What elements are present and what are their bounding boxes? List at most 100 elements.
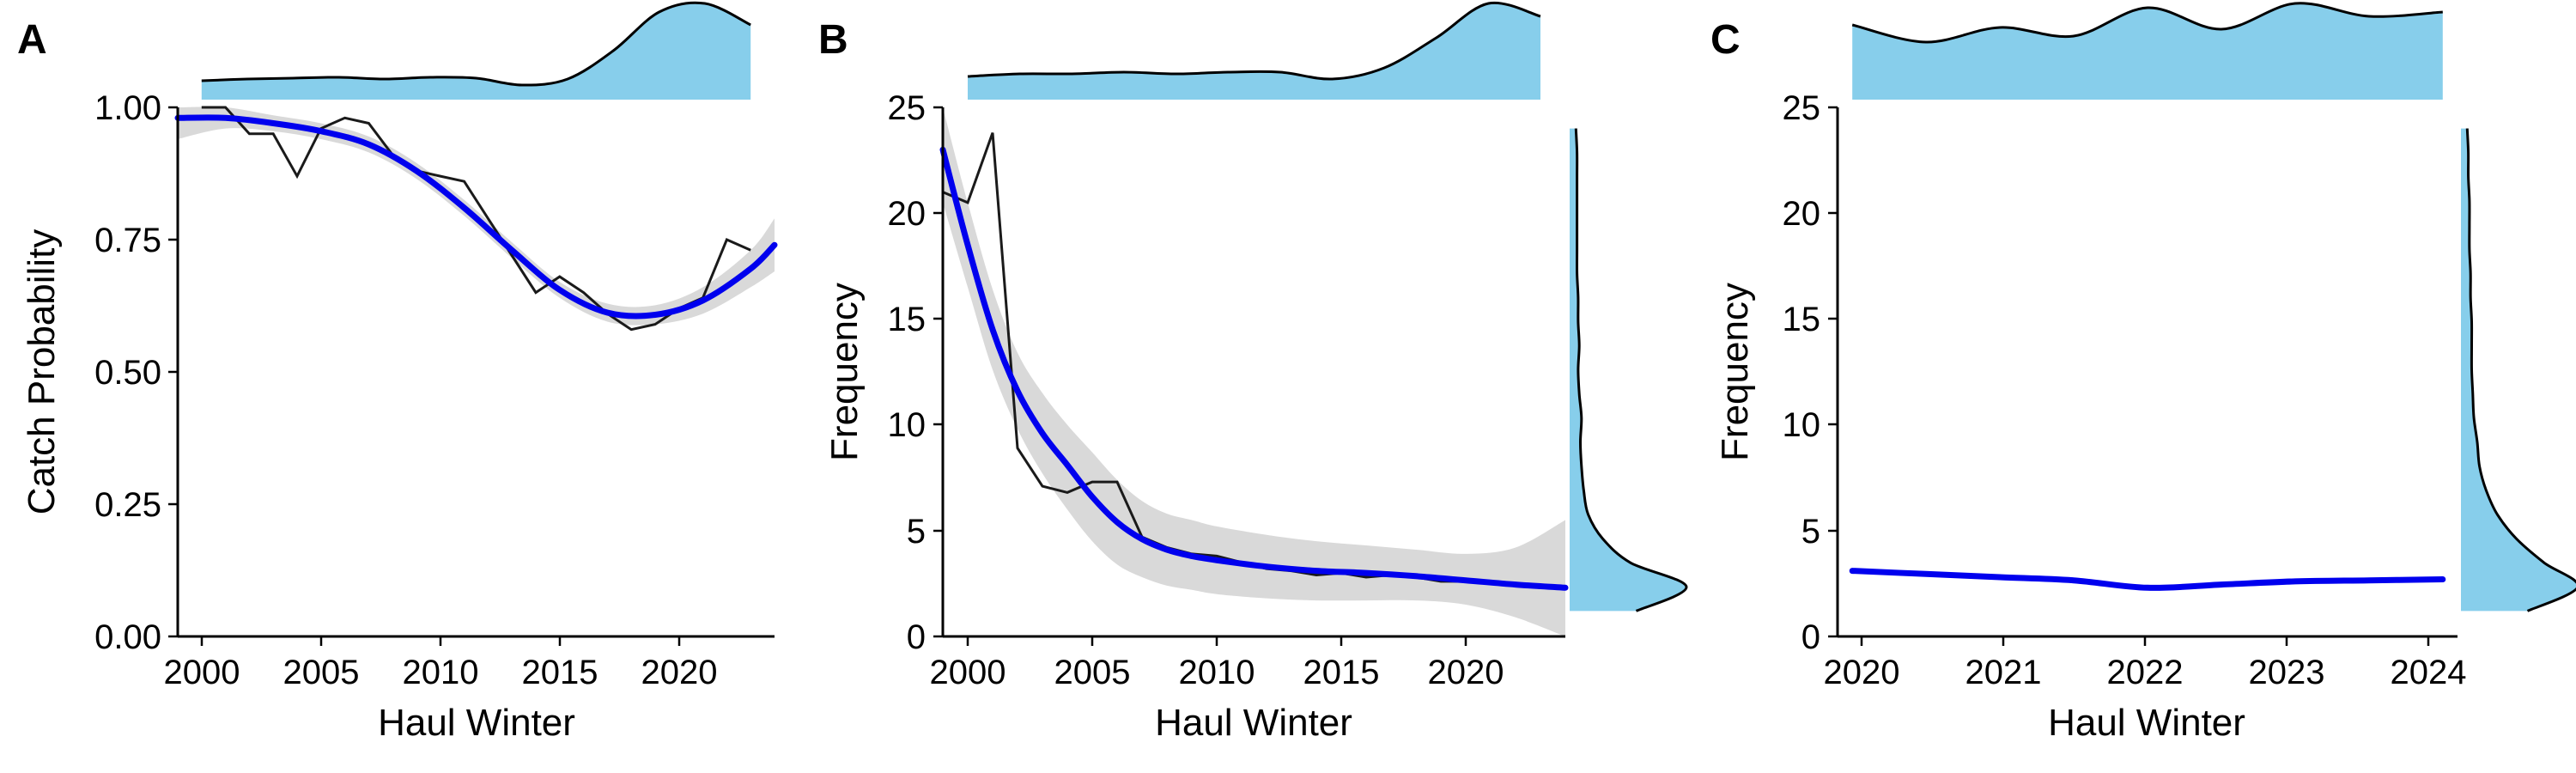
y-tick-label-c-1: 5 [1801, 513, 1820, 551]
confidence-band-b [943, 107, 1565, 636]
raw-b [942, 132, 1565, 589]
x-tick-c-4: 2024 [2391, 636, 2467, 691]
y-tick-label-c-4: 20 [1783, 195, 1821, 233]
y-tick-label-c-2: 10 [1783, 406, 1821, 444]
raw-series-line-a [201, 106, 751, 332]
y-tick-b-1: 5 [907, 513, 943, 551]
y-tick-label-b-3: 15 [888, 301, 927, 338]
top-density-area-a [201, 3, 751, 100]
x-tick-a-0: 2000 [164, 636, 240, 691]
x-tick-label-b-2: 2010 [1179, 654, 1255, 691]
y-tick-label-a-1: 0.25 [94, 486, 161, 524]
y-ticks-a: 0.00 0.25 0.50 0.75 1.00 [94, 89, 178, 656]
y-axis-title-a: Catch Probability [21, 229, 63, 515]
y-tick-b-3: 15 [888, 301, 943, 338]
y-tick-b-5: 25 [888, 89, 943, 127]
y-tick-a-4: 1.00 [94, 89, 178, 127]
side-density-curve-b [1574, 128, 1688, 612]
x-tick-label-c-2: 2022 [2107, 654, 2184, 691]
y-tick-label-c-3: 15 [1783, 301, 1821, 338]
panel-a: A 2000 2005 2010 2015 [17, 1, 778, 744]
top-density-curve-a [201, 1, 751, 87]
x-tick-c-1: 2021 [1965, 636, 2042, 691]
x-tick-label-a-0: 2000 [164, 654, 240, 691]
y-tick-label-b-5: 25 [888, 89, 927, 127]
x-tick-label-a-1: 2005 [283, 654, 360, 691]
top-density-area-c [1852, 3, 2443, 100]
x-tick-a-2: 2010 [403, 636, 479, 691]
y-tick-label-a-0: 0.00 [94, 618, 161, 656]
x-tick-c-2: 2022 [2107, 636, 2184, 691]
y-tick-a-2: 0.50 [94, 354, 178, 392]
x-ticks-c: 2020 2021 2022 2023 2024 [1824, 636, 2467, 691]
panel-b: B 2000 2005 2010 2015 [818, 1, 1688, 744]
y-tick-label-c-5: 25 [1783, 89, 1821, 127]
fit-a [174, 114, 778, 320]
side-density-b [1570, 128, 1688, 612]
x-tick-label-b-3: 2015 [1303, 654, 1380, 691]
x-tick-label-c-1: 2021 [1965, 654, 2042, 691]
top-density-b [967, 1, 1541, 100]
y-tick-label-b-2: 10 [888, 406, 927, 444]
x-tick-label-b-4: 2020 [1428, 654, 1504, 691]
y-tick-c-1: 5 [1801, 513, 1838, 551]
y-tick-c-2: 10 [1783, 406, 1838, 444]
x-tick-c-0: 2020 [1824, 636, 1900, 691]
top-density-c [1851, 2, 2443, 100]
y-tick-label-a-3: 0.75 [94, 222, 161, 259]
x-tick-b-0: 2000 [930, 636, 1005, 691]
panel-label-c: C [1710, 17, 1741, 63]
band-b [943, 107, 1565, 636]
y-tick-a-3: 0.75 [94, 222, 178, 259]
y-tick-b-2: 10 [888, 406, 943, 444]
fit-curve-b [939, 146, 1569, 591]
y-ticks-c: 0 5 10 15 20 25 [1783, 89, 1838, 656]
x-tick-a-1: 2005 [283, 636, 360, 691]
y-ticks-b: 0 5 10 15 20 25 [888, 89, 943, 656]
y-tick-c-5: 25 [1783, 89, 1838, 127]
top-density-curve-c [1851, 2, 2443, 44]
y-tick-a-1: 0.25 [94, 486, 178, 524]
y-tick-c-4: 20 [1783, 195, 1838, 233]
raw-series-line-b [942, 132, 1565, 589]
x-tick-b-1: 2005 [1054, 636, 1131, 691]
x-ticks-b: 2000 2005 2010 2015 2020 [930, 636, 1504, 691]
x-axis-title-c: Haul Winter [2048, 702, 2245, 744]
y-tick-label-c-0: 0 [1801, 618, 1820, 656]
top-density-curve-b [967, 1, 1541, 81]
x-tick-c-3: 2023 [2249, 636, 2325, 691]
y-tick-c-3: 15 [1783, 301, 1838, 338]
y-axis-title-c: Frequency [1714, 283, 1756, 461]
x-tick-label-a-2: 2010 [403, 654, 479, 691]
x-tick-label-c-0: 2020 [1824, 654, 1900, 691]
panel-label-a: A [17, 17, 47, 63]
fit-curve-a [174, 114, 778, 320]
y-tick-label-b-4: 20 [888, 195, 927, 233]
fit-c [1849, 568, 2446, 591]
x-tick-label-a-3: 2015 [522, 654, 598, 691]
x-tick-label-c-4: 2024 [2391, 654, 2467, 691]
top-density-a [201, 1, 751, 100]
x-ticks-a: 2000 2005 2010 2015 2020 [164, 636, 717, 691]
x-tick-label-c-3: 2023 [2249, 654, 2325, 691]
y-axis-title-b: Frequency [823, 283, 866, 461]
side-density-curve-c [2465, 128, 2576, 612]
y-tick-a-0: 0.00 [94, 618, 178, 656]
panel-c: C 2020 2021 2022 2023 [1710, 2, 2576, 744]
side-density-area-c [2461, 128, 2576, 612]
side-density-area-b [1570, 128, 1687, 612]
y-tick-label-b-0: 0 [907, 618, 926, 656]
x-tick-a-3: 2015 [522, 636, 598, 691]
x-tick-label-b-1: 2005 [1054, 654, 1131, 691]
y-tick-label-a-4: 1.00 [94, 89, 161, 127]
y-tick-label-b-1: 5 [907, 513, 926, 551]
panel-label-b: B [818, 17, 848, 63]
x-tick-b-4: 2020 [1428, 636, 1504, 691]
x-tick-a-4: 2020 [641, 636, 717, 691]
y-tick-b-0: 0 [907, 618, 943, 656]
x-tick-b-3: 2015 [1303, 636, 1380, 691]
raw-a [201, 106, 751, 332]
x-tick-b-2: 2010 [1179, 636, 1255, 691]
y-tick-b-4: 20 [888, 195, 943, 233]
